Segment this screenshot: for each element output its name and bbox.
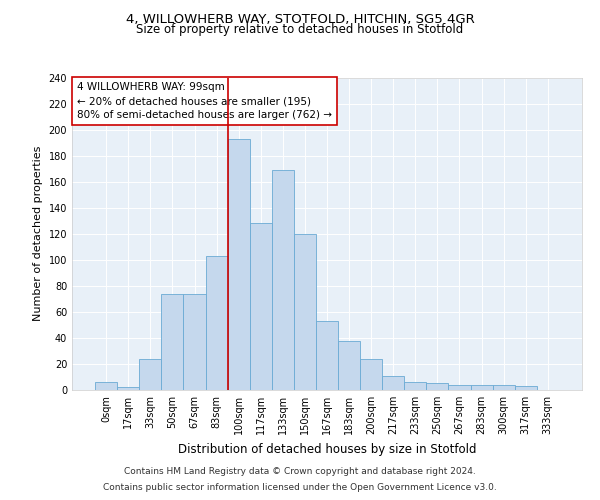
Bar	[139, 359, 161, 390]
Text: 4, WILLOWHERB WAY, STOTFOLD, HITCHIN, SG5 4GR: 4, WILLOWHERB WAY, STOTFOLD, HITCHIN, SG…	[125, 12, 475, 26]
Bar	[294, 234, 316, 390]
Bar	[250, 224, 272, 390]
Text: Size of property relative to detached houses in Stotfold: Size of property relative to detached ho…	[136, 22, 464, 36]
Bar	[470, 385, 493, 390]
Y-axis label: Number of detached properties: Number of detached properties	[33, 146, 43, 322]
Text: Contains HM Land Registry data © Crown copyright and database right 2024.: Contains HM Land Registry data © Crown c…	[124, 467, 476, 476]
Bar	[382, 376, 404, 390]
Bar	[161, 294, 184, 390]
Bar	[493, 385, 515, 390]
Bar	[206, 256, 227, 390]
X-axis label: Distribution of detached houses by size in Stotfold: Distribution of detached houses by size …	[178, 442, 476, 456]
Bar	[316, 321, 338, 390]
Text: Contains public sector information licensed under the Open Government Licence v3: Contains public sector information licen…	[103, 483, 497, 492]
Bar	[117, 388, 139, 390]
Text: 4 WILLOWHERB WAY: 99sqm
← 20% of detached houses are smaller (195)
80% of semi-d: 4 WILLOWHERB WAY: 99sqm ← 20% of detache…	[77, 82, 332, 120]
Bar	[404, 382, 427, 390]
Bar	[338, 340, 360, 390]
Bar	[448, 385, 470, 390]
Bar	[184, 294, 206, 390]
Bar	[272, 170, 294, 390]
Bar	[360, 359, 382, 390]
Bar	[227, 138, 250, 390]
Bar	[95, 382, 117, 390]
Bar	[427, 384, 448, 390]
Bar	[515, 386, 537, 390]
